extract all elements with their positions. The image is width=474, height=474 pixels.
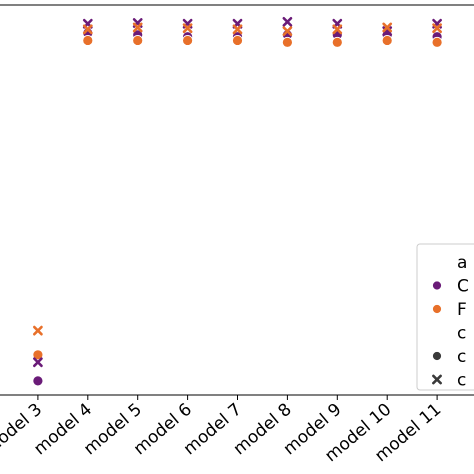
data-point-circle: [381, 35, 393, 46]
data-point-circle: [281, 36, 293, 48]
data-point-x: [32, 357, 43, 368]
data-point-circle: [431, 36, 443, 48]
x-axis-ticks: [37, 395, 438, 400]
data-point-x: [82, 24, 93, 35]
data-point-circle: [82, 35, 94, 46]
data-point-x: [432, 23, 443, 34]
legend-marker-circle: [432, 351, 442, 361]
legend-heading: a: [457, 253, 467, 273]
data-points: [32, 16, 443, 387]
data-point-x: [32, 325, 43, 336]
legend-label: c: [457, 347, 466, 367]
data-point-circle: [32, 375, 44, 387]
data-point-x: [282, 16, 293, 27]
data-point-circle: [132, 35, 144, 46]
data-point-x: [232, 24, 243, 35]
data-point-circle: [232, 35, 243, 46]
legend-marker-circle: [432, 280, 442, 291]
data-point-x: [382, 22, 393, 33]
legend-marker-circle: [432, 304, 442, 314]
data-point-x: [332, 24, 343, 35]
data-point-circle: [331, 36, 343, 48]
x-tick-label: m: [470, 400, 474, 426]
data-point-x: [182, 23, 193, 34]
legend-label: C: [457, 277, 469, 297]
data-point-x: [132, 22, 143, 33]
legend-heading: c: [457, 324, 466, 344]
data-point-circle: [182, 35, 194, 46]
legend-label: F: [457, 300, 467, 320]
data-point-x: [282, 26, 293, 37]
legend-label: c: [457, 371, 466, 391]
legend-marker-x: [432, 374, 442, 385]
data-point-circle: [32, 349, 44, 361]
legend-frame: [416, 243, 474, 391]
